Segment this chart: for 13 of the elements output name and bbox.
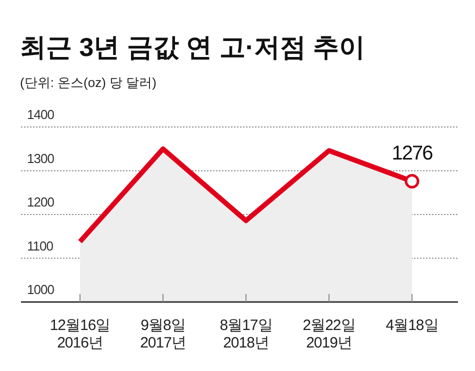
x-tick-label: 2월22일 2019년 [302, 317, 356, 352]
y-tick-label: 1000 [27, 282, 54, 297]
y-tick-label: 1100 [27, 238, 54, 254]
annotation: 1276 [392, 142, 434, 164]
y-tick-label: 1200 [27, 194, 54, 210]
y-tick-label: 1400 [27, 107, 54, 122]
chart-title: 최근 3년 금값 연 고·저점 추이 [20, 32, 366, 62]
chart-subtitle: (단위: 온스(oz) 당 달러) [20, 75, 156, 90]
y-tick-label: 1300 [27, 150, 54, 166]
x-tick-label: 8월17일 2018년 [220, 317, 272, 352]
x-tick-label: 9월8일 2017년 [140, 317, 186, 352]
x-tick-label: 12월16일 2016년 [50, 317, 110, 352]
x-tick-label: 4월18일 [386, 317, 438, 334]
